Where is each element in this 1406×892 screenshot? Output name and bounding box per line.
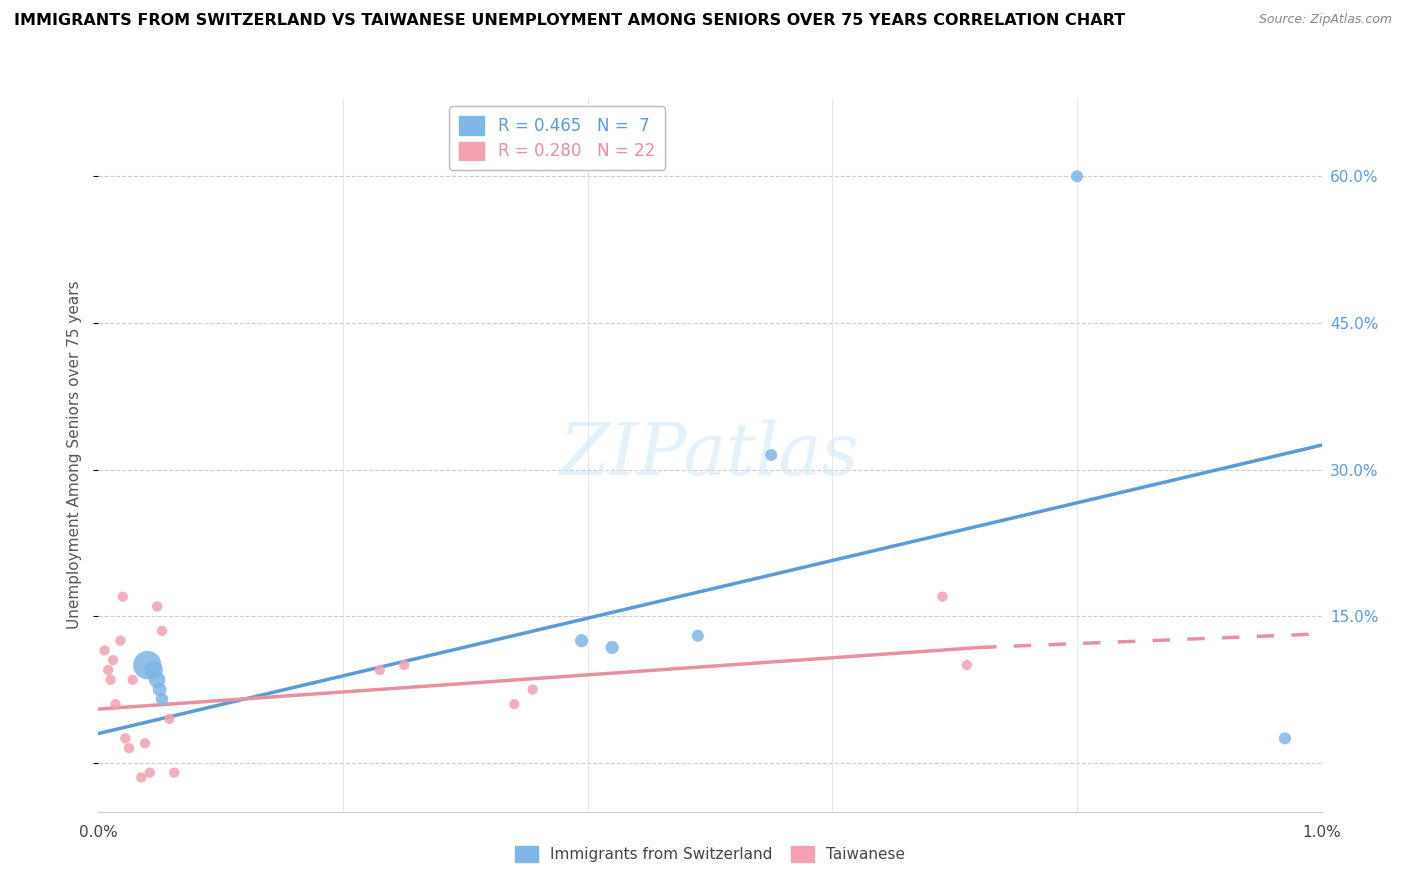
Point [931,590,953,604]
Point [759,448,782,462]
Point [571,633,593,648]
Point [149,682,172,697]
Point [503,697,526,711]
Point [1066,169,1088,184]
Point [368,663,391,677]
Point [392,658,416,673]
Point [146,673,169,687]
Point [110,633,132,648]
Legend: Immigrants from Switzerland, Taiwanese: Immigrants from Switzerland, Taiwanese [509,839,911,868]
Y-axis label: Unemployment Among Seniors over 75 years: Unemployment Among Seniors over 75 years [67,281,83,629]
Point [101,653,124,667]
Point [600,640,623,655]
Point [118,741,141,756]
Text: Source: ZipAtlas.com: Source: ZipAtlas.com [1258,13,1392,27]
Point [956,658,979,673]
Point [93,643,115,657]
Point [111,590,134,604]
Point [114,731,136,746]
Point [157,712,180,726]
Point [1274,731,1296,746]
Point [121,673,143,687]
Point [129,771,152,785]
Point [100,673,122,687]
Text: ZIPatlas: ZIPatlas [560,419,860,491]
Point [104,697,127,711]
Point [686,629,709,643]
Point [97,663,120,677]
Point [522,682,544,697]
Point [139,765,162,780]
Point [136,658,159,673]
Point [163,765,186,780]
Text: IMMIGRANTS FROM SWITZERLAND VS TAIWANESE UNEMPLOYMENT AMONG SENIORS OVER 75 YEAR: IMMIGRANTS FROM SWITZERLAND VS TAIWANESE… [14,13,1125,29]
Point [150,692,173,706]
Point [134,736,156,750]
Point [150,624,173,638]
Point [142,663,165,677]
Point [146,599,169,614]
